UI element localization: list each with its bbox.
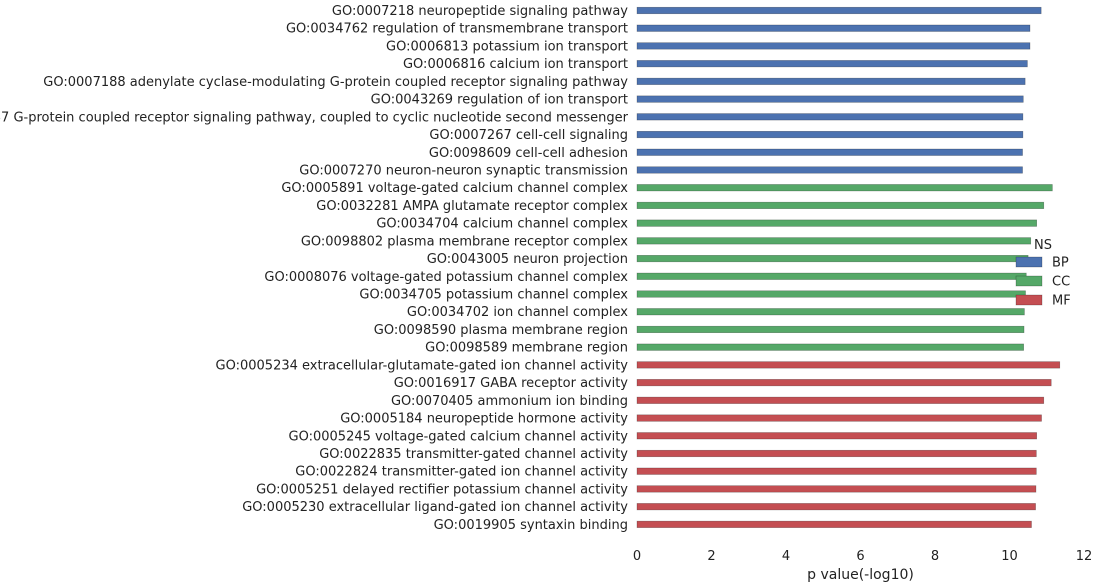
x-tick-label: 10 (1001, 549, 1018, 564)
category-label: GO:0043269 regulation of ion transport (371, 93, 628, 108)
category-label: GO:0007188 adenylate cyclase-modulating … (43, 75, 628, 90)
x-tick-label: 12 (1076, 549, 1093, 564)
category-label: GO:0008076 voltage-gated potassium chann… (264, 270, 628, 285)
bar-mf (636, 485, 1037, 493)
bar-cc (636, 343, 1024, 351)
category-label: GO:0034705 potassium channel complex (359, 288, 628, 303)
category-label: GO:0034762 regulation of transmembrane t… (286, 22, 628, 37)
bar-mf (636, 449, 1037, 458)
category-label: GO:0098609 cell-cell adhesion (429, 146, 628, 161)
bar-cc (636, 308, 1025, 316)
category-label: GO:0022835 transmitter-gated channel act… (319, 447, 628, 462)
category-label: GO:0070405 ammonium ion binding (391, 394, 628, 409)
category-label: GO:0005245 voltage-gated calcium channel… (289, 429, 629, 444)
x-axis-title: p value(-log10) (807, 567, 914, 583)
category-label: GO:0019905 syntaxin binding (434, 518, 628, 533)
bar-cc (636, 237, 1032, 245)
category-label: GO:0006816 calcium ion transport (403, 57, 628, 72)
category-label: GO:0006813 potassium ion transport (386, 39, 628, 54)
bar-cc (636, 219, 1037, 227)
legend-label: CC (1052, 275, 1070, 290)
bar-bp (636, 60, 1028, 68)
x-tick-label: 2 (707, 549, 715, 564)
bar-bp (636, 95, 1024, 103)
category-label: GO:0022824 transmitter-gated ion channel… (295, 465, 628, 480)
legend-label: MF (1052, 294, 1071, 309)
category-label: GO:0034704 calcium channel complex (376, 217, 628, 232)
bar-cc (636, 290, 1026, 298)
category-label: GO:0032281 AMPA glutamate receptor compl… (316, 199, 628, 214)
category-label: GO:0007267 cell-cell signaling (429, 128, 628, 143)
bar-mf (636, 414, 1042, 422)
bar-mf (636, 379, 1052, 387)
legend-swatch-bp (1015, 256, 1043, 268)
bar-cc (636, 255, 1029, 263)
bar-cc (636, 325, 1025, 334)
bar-mf (636, 467, 1037, 475)
category-label: GO:0098802 plasma membrane receptor comp… (301, 234, 628, 249)
bar-cc (636, 201, 1045, 209)
category-label: GO:0043005 neuron projection (427, 252, 628, 267)
bar-bp (636, 77, 1026, 85)
bar-bp (636, 130, 1024, 139)
bar-mf (636, 520, 1032, 528)
bar-bp (636, 148, 1023, 156)
legend-title: NS (1034, 238, 1052, 253)
bar-cc (636, 272, 1027, 280)
category-label: GO:0005891 voltage-gated calcium channel… (281, 181, 628, 196)
bar-mf (636, 432, 1037, 440)
category-label: GO:0005184 neuropeptide hormone activity (340, 412, 628, 427)
legend-label: BP (1052, 256, 1069, 271)
bar-bp (636, 166, 1023, 174)
category-label: GO:0007187 G-protein coupled receptor si… (0, 110, 629, 125)
x-tick-label: 4 (782, 549, 790, 564)
category-label: GO:0005230 extracellular ligand-gated io… (242, 500, 628, 515)
bar-mf (636, 396, 1045, 404)
category-label: GO:0005251 delayed rectifier potassium c… (256, 482, 628, 497)
legend-swatch-cc (1015, 275, 1043, 287)
category-label: GO:0005234 extracellular-glutamate-gated… (216, 358, 629, 373)
category-label: GO:0034702 ion channel complex (407, 305, 628, 320)
bar-cc (636, 184, 1053, 192)
x-tick-label: 6 (856, 549, 864, 564)
bar-bp (636, 24, 1031, 32)
x-tick-label: 0 (633, 549, 641, 564)
bar-mf (636, 361, 1061, 369)
category-label: GO:0098590 plasma membrane region (374, 323, 628, 338)
bar-mf (636, 503, 1036, 511)
legend-swatch-mf (1015, 294, 1043, 306)
bar-bp (636, 6, 1042, 15)
category-label: GO:0007218 neuropeptide signaling pathwa… (332, 4, 628, 19)
category-label: GO:0098589 membrane region (425, 341, 628, 356)
category-label: GO:0016917 GABA receptor activity (394, 376, 629, 391)
category-label: GO:0007270 neuron-neuron synaptic transm… (299, 163, 628, 178)
bar-bp (636, 42, 1031, 50)
bar-bp (636, 113, 1024, 121)
x-tick-label: 8 (931, 549, 939, 564)
